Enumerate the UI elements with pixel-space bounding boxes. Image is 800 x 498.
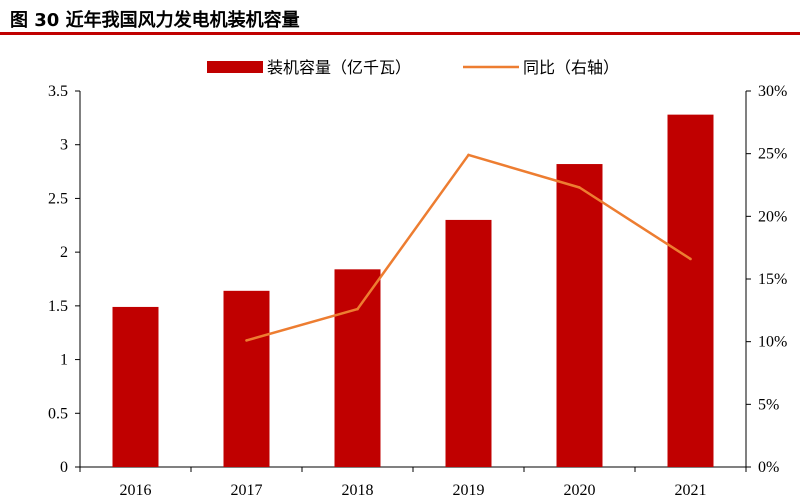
x-tick-label: 2021 xyxy=(675,482,707,498)
right-tick-label: 20% xyxy=(758,208,787,225)
right-tick-label: 10% xyxy=(758,334,787,351)
left-tick-label: 3 xyxy=(60,137,68,154)
right-tick-label: 0% xyxy=(758,459,779,476)
bar-series xyxy=(112,114,714,468)
x-tick-label: 2018 xyxy=(342,482,374,498)
legend-label-bar: 装机容量（亿千瓦） xyxy=(267,58,411,77)
x-tick-label: 2016 xyxy=(120,482,152,498)
page-title: 图 30 近年我国风力发电机装机容量 xyxy=(10,10,300,31)
legend-swatch-bar xyxy=(207,61,263,73)
left-tick-label: 0.5 xyxy=(48,405,68,422)
line-series xyxy=(245,153,692,342)
line-point xyxy=(356,307,359,311)
bar xyxy=(223,290,270,467)
title-divider xyxy=(0,32,800,35)
left-tick-label: 2.5 xyxy=(48,190,68,207)
right-tick-label: 5% xyxy=(758,396,779,413)
bar xyxy=(334,269,381,467)
bar xyxy=(445,219,492,467)
left-tick-label: 3.5 xyxy=(48,83,68,100)
right-tick-label: 30% xyxy=(758,83,787,100)
left-tick-label: 1 xyxy=(60,352,68,369)
left-tick-label: 1.5 xyxy=(48,298,68,315)
bar xyxy=(112,306,159,467)
bar xyxy=(667,114,714,468)
x-tick-label: 2019 xyxy=(453,482,485,498)
right-tick-label: 15% xyxy=(758,271,787,288)
x-tick-label: 2017 xyxy=(231,482,263,498)
left-tick-label: 0 xyxy=(60,459,68,476)
line-point xyxy=(689,257,692,261)
line-point xyxy=(467,153,470,157)
legend: 装机容量（亿千瓦） 同比（右轴） xyxy=(207,58,619,77)
right-tick-label: 25% xyxy=(758,146,787,163)
legend-label-line: 同比（右轴） xyxy=(523,58,619,77)
line-point xyxy=(245,339,248,342)
line-point xyxy=(578,186,581,189)
bar xyxy=(556,164,603,467)
axes: 0 0.5 1 1.5 2 2.5 3 3.5 0% 5% 10% 15% 20% 25% 30% 2016 2… xyxy=(48,83,787,498)
left-tick-label: 2 xyxy=(60,244,68,261)
x-tick-label: 2020 xyxy=(564,482,596,498)
